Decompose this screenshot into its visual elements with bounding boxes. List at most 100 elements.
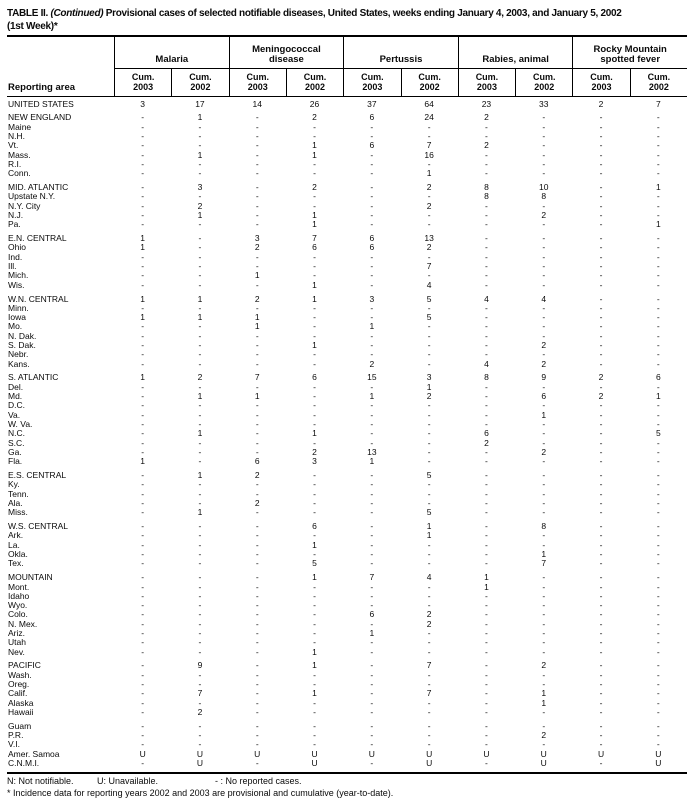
value-cell: 1 — [484, 572, 489, 583]
table-row: V.I. - - - - - - - - - - — [7, 739, 687, 750]
value-cell: - — [313, 706, 316, 717]
value-cell: - — [542, 349, 546, 360]
value-cell: 1 — [312, 646, 317, 657]
value-cell: - — [141, 669, 145, 680]
value-cell: 1 — [541, 549, 547, 560]
value-cell: - — [255, 507, 259, 518]
value-cell: - — [198, 730, 202, 741]
value-cell: - — [485, 233, 488, 244]
value-cell: - — [198, 233, 202, 244]
value-cell: - — [542, 242, 546, 253]
value-cell: - — [370, 739, 374, 750]
value-cell: - — [370, 539, 374, 550]
value-cell: - — [656, 209, 660, 220]
value-cell: - — [198, 497, 202, 508]
value-cell: - — [656, 446, 660, 457]
value-cell: - — [255, 618, 259, 629]
value-cell: - — [427, 121, 431, 132]
value-cell: - — [313, 507, 316, 518]
value-cell: 3 — [312, 456, 317, 467]
value-cell: - — [656, 456, 660, 467]
value-cell: - — [255, 340, 259, 350]
reporting-area-cell: N.J. — [8, 209, 24, 220]
value-cell: 26 — [309, 98, 320, 109]
value-cell: - — [313, 200, 316, 211]
value-cell: - — [198, 549, 202, 560]
value-cell: - — [370, 646, 374, 657]
value-cell: - — [542, 219, 546, 230]
table-section: W.S. CENTRAL - - -6-1-8- - Ark. - - - - -1- - - - La. -… — [7, 521, 687, 569]
value-cell: - — [313, 618, 316, 629]
value-cell: - — [370, 349, 374, 360]
value-cell: 7 — [254, 372, 260, 383]
value-cell: - — [255, 581, 259, 592]
value-cell: - — [542, 112, 546, 123]
table-row: C.N.M.I. - U - U - U - U - U — [7, 758, 687, 769]
value-cell: - — [255, 488, 259, 499]
subheader-cum-2002: Cum. 2002 — [629, 68, 687, 96]
value-cell: - — [599, 219, 603, 230]
value-cell: 23 — [481, 98, 492, 109]
table-row: Ariz. - - - - 1 - - - - - — [7, 627, 687, 638]
value-cell: 3 — [426, 372, 432, 383]
table-section: UNITED STATES 3 17 14 26 37 64 23 33 2 7 — [7, 98, 687, 109]
value-cell: - — [599, 637, 603, 648]
table-row: Vt. - - - 1 6 7 2 - - - — [7, 140, 687, 151]
value-cell: - — [198, 627, 202, 638]
value-cell: - — [255, 358, 259, 369]
value-cell: - — [141, 470, 145, 481]
table-row: S.C. - - - - - - 2 - - - — [7, 437, 687, 448]
value-cell: - — [542, 706, 546, 717]
value-cell: - — [141, 279, 145, 290]
value-cell: - — [656, 242, 660, 253]
value-cell: 5 — [426, 470, 432, 481]
value-cell: 1 — [254, 321, 260, 332]
value-cell: 6 — [312, 521, 317, 532]
value-cell: - — [255, 669, 259, 680]
value-cell: - — [141, 182, 145, 193]
value-cell: - — [313, 679, 316, 690]
value-cell: 5 — [655, 428, 661, 439]
value-cell: - — [370, 428, 374, 439]
value-cell: - — [599, 349, 603, 360]
value-cell: - — [198, 739, 202, 750]
value-cell: - — [485, 507, 488, 518]
value-cell: - — [542, 581, 546, 592]
value-cell: 9 — [541, 372, 547, 383]
table-row: Nev. - - - 1 - - - - - - — [7, 646, 687, 657]
value-cell: - — [542, 590, 546, 601]
value-cell: - — [542, 627, 546, 638]
value-cell: - — [427, 437, 431, 448]
value-cell: - — [599, 330, 603, 341]
value-cell: - — [542, 330, 546, 341]
value-cell: - — [255, 200, 259, 211]
value-cell: - — [141, 302, 145, 313]
table-row: Oreg. - - - - - - - - - - — [7, 679, 687, 690]
value-cell: 2 — [426, 609, 432, 620]
value-cell: - — [255, 400, 259, 411]
value-cell: - — [485, 409, 488, 420]
value-cell: - — [255, 140, 259, 151]
column-group-malaria: Malaria Cum. 2003 Cum. 2002 — [114, 36, 229, 96]
value-cell: - — [599, 149, 603, 160]
value-cell: - — [255, 279, 259, 290]
value-cell: 4 — [541, 293, 547, 304]
value-cell: - — [542, 609, 546, 620]
value-cell: - — [141, 381, 145, 392]
value-cell: - — [313, 470, 316, 481]
value-cell: 2 — [197, 706, 203, 717]
value-cell: - — [427, 209, 431, 220]
value-cell: 2 — [197, 200, 203, 211]
value-cell: - — [427, 669, 431, 680]
subheader-cum-2003: Cum. 2003 — [361, 72, 384, 92]
value-cell: 1 — [541, 697, 547, 708]
value-cell: U — [540, 758, 547, 769]
value-cell: - — [599, 479, 603, 490]
value-cell: 5 — [426, 507, 432, 518]
value-cell: 2 — [598, 98, 604, 109]
value-cell: - — [599, 730, 603, 741]
table-row: Tex. - - - 5 - - - 7 - - — [7, 559, 687, 569]
value-cell: 1 — [140, 233, 146, 244]
value-cell: - — [656, 261, 660, 272]
value-cell: U — [426, 758, 433, 769]
